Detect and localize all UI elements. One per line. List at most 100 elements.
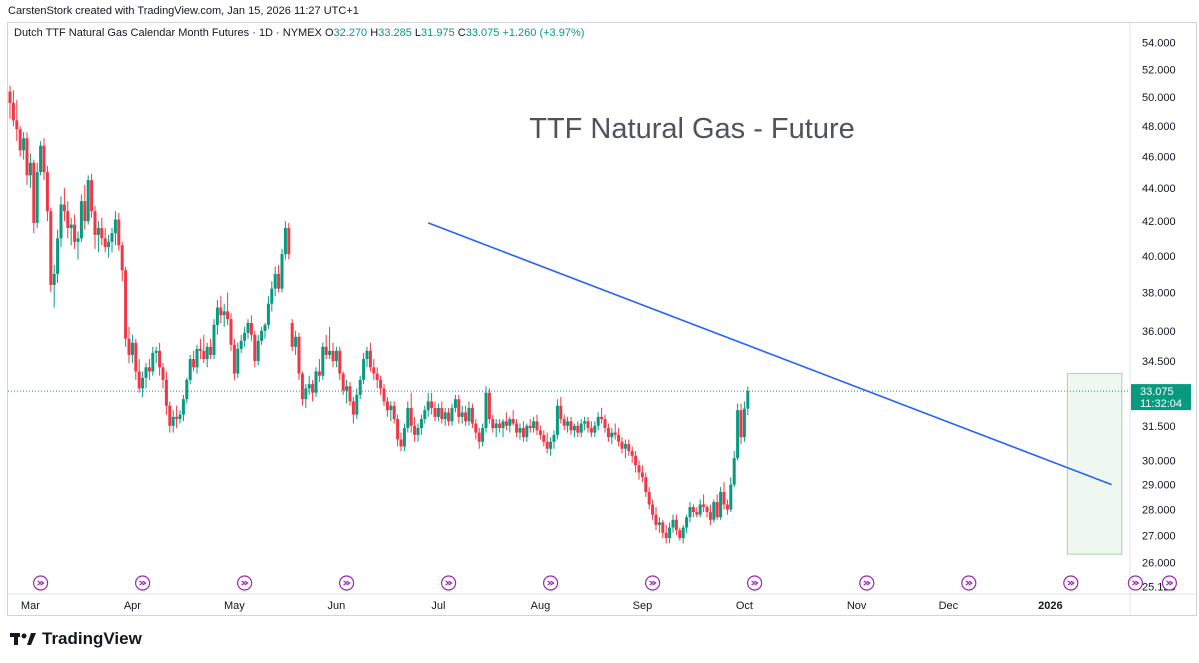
- candle-body: [154, 350, 158, 353]
- bearish-candle: [617, 428, 621, 447]
- bearish-candle: [630, 446, 634, 463]
- bearish-candle: [253, 330, 257, 368]
- candle-body: [399, 439, 403, 447]
- candle-body: [15, 120, 19, 130]
- bullish-candle: [69, 217, 73, 246]
- bullish-candle: [273, 266, 277, 297]
- candle-body: [375, 373, 379, 380]
- bearish-candle: [385, 397, 389, 417]
- candle-body: [321, 346, 325, 376]
- candle-body: [382, 388, 386, 402]
- price-tick-label: 50.000: [1142, 92, 1176, 104]
- event-marker-icon: [135, 575, 151, 591]
- change-value: +1.260 (+3.97%): [502, 27, 585, 39]
- bullish-candle: [426, 392, 430, 417]
- bearish-candle: [542, 430, 546, 447]
- bearish-candle: [589, 421, 593, 438]
- candle-body: [161, 367, 165, 380]
- candle-body: [396, 419, 400, 440]
- bullish-candle: [358, 375, 362, 400]
- candle-body: [107, 241, 111, 248]
- price-tick-label: 26.000: [1142, 557, 1176, 569]
- bullish-candle: [508, 416, 512, 433]
- candle-body: [402, 428, 406, 447]
- candle-body: [640, 472, 644, 478]
- candle-body: [110, 233, 114, 242]
- candle-body: [66, 211, 70, 229]
- chart-panel[interactable]: [7, 22, 1197, 616]
- bar-countdown: 11:32:04: [1140, 398, 1182, 410]
- candle-body: [542, 434, 546, 442]
- candle-body: [613, 432, 617, 435]
- event-marker-arrow: [547, 580, 555, 586]
- candle-body: [62, 204, 66, 212]
- bullish-candle: [593, 421, 597, 438]
- candle-body: [39, 145, 43, 173]
- bearish-candle: [73, 214, 77, 249]
- candle-body: [137, 371, 141, 389]
- candle-body: [664, 532, 668, 539]
- symbol-name[interactable]: Dutch TTF Natural Gas Calendar Month Fut…: [14, 27, 322, 39]
- bearish-candle: [396, 414, 400, 447]
- candle-body: [52, 273, 56, 285]
- open-label: O: [324, 27, 334, 39]
- candle-body: [372, 367, 376, 374]
- bullish-candle: [283, 221, 287, 260]
- bullish-candle: [668, 522, 672, 544]
- bearish-candle: [311, 379, 315, 402]
- candle-body: [45, 172, 49, 212]
- candle-body: [491, 419, 495, 429]
- candle-body: [93, 211, 97, 235]
- candle-body: [685, 517, 689, 528]
- bullish-candle: [107, 234, 111, 258]
- bearish-candle: [25, 132, 29, 185]
- bullish-candle: [35, 162, 39, 229]
- bearish-candle: [229, 313, 233, 351]
- bullish-candle: [144, 363, 148, 389]
- bearish-candle: [634, 451, 638, 473]
- candle-body: [623, 444, 627, 449]
- bullish-candle: [236, 342, 240, 378]
- price-tick-label: 38.000: [1142, 287, 1176, 299]
- event-marker-arrow: [965, 580, 973, 586]
- candle-body: [90, 180, 94, 212]
- bearish-candle: [600, 407, 604, 424]
- bearish-candle: [18, 126, 22, 157]
- candle-body: [151, 352, 155, 372]
- candle-body: [351, 401, 355, 415]
- bullish-candle: [736, 403, 740, 461]
- bullish-candle: [304, 384, 308, 408]
- price-tick-label: 48.000: [1142, 121, 1176, 133]
- tradingview-logo[interactable]: TradingView: [10, 629, 142, 649]
- bullish-candle: [215, 299, 219, 335]
- bearish-candle: [477, 428, 481, 449]
- candle-body: [158, 350, 162, 368]
- event-marker-arrow: [1166, 580, 1174, 586]
- last-price-tag-value: 33.075: [1140, 386, 1174, 398]
- bullish-candle: [314, 367, 318, 398]
- bearish-candle: [219, 296, 223, 323]
- candle-body: [124, 270, 128, 339]
- bullish-candle: [154, 346, 158, 364]
- bullish-candle: [549, 437, 553, 456]
- bullish-candle: [389, 401, 393, 422]
- candle-body: [695, 512, 699, 515]
- bullish-candle: [402, 423, 406, 452]
- candle-body: [457, 399, 461, 417]
- candle-body: [385, 401, 389, 411]
- candle-body: [229, 319, 233, 345]
- bullish-candle: [610, 428, 614, 445]
- bearish-candle: [722, 482, 726, 510]
- bearish-candle: [290, 319, 294, 351]
- candle-body: [572, 425, 576, 431]
- event-marker-arrow: [863, 580, 871, 586]
- bearish-candle: [464, 405, 468, 426]
- bullish-candle: [583, 416, 587, 431]
- bullish-candle: [467, 401, 471, 426]
- bearish-candle: [209, 338, 213, 360]
- candle-body: [702, 504, 706, 508]
- bearish-candle: [491, 414, 495, 433]
- candle-body: [426, 401, 430, 411]
- event-marker-arrow: [1132, 580, 1140, 586]
